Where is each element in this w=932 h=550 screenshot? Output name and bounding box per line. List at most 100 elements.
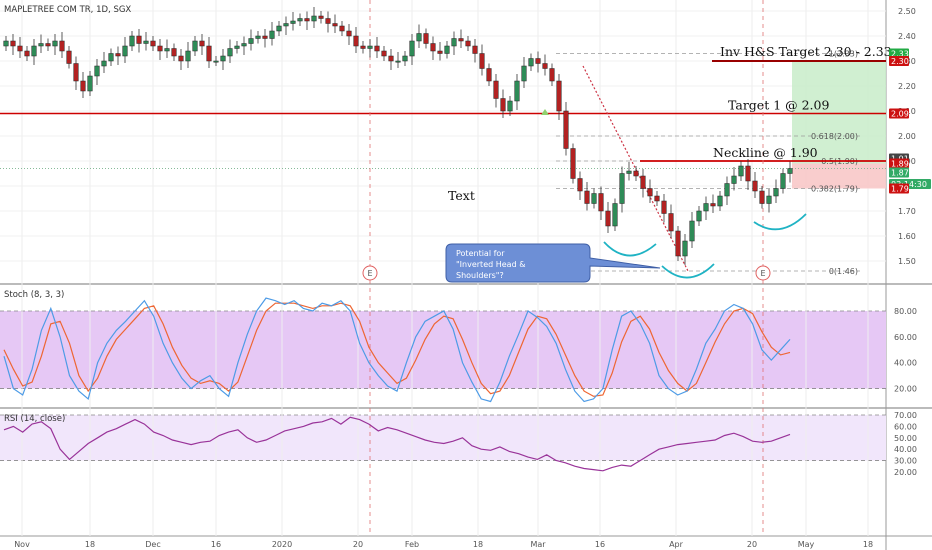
candle-body	[59, 40, 65, 52]
price-tag-text: 1.79	[891, 185, 909, 194]
candle-body	[787, 168, 793, 174]
callout-box: Potential for "Inverted Head & Shoulders"?	[445, 243, 661, 283]
annotation-inv-hs-target: Inv H&S Target 2.30 - 2.33	[720, 44, 892, 59]
candle-body	[472, 45, 478, 54]
head-arc	[661, 263, 715, 279]
candle-body	[374, 45, 380, 52]
candle-body	[731, 175, 737, 184]
price-tick-label: 2.40	[898, 32, 916, 41]
candle-body	[759, 190, 765, 204]
stoch-k-line	[3, 297, 791, 403]
time-tick-label: 18	[863, 540, 873, 549]
candle-body	[311, 15, 317, 22]
candle-body	[150, 40, 156, 47]
stoch-pane-title: Stoch (8, 3, 3)	[4, 290, 64, 300]
candle-body	[710, 203, 716, 207]
candle-body	[234, 45, 240, 49]
candle-body	[626, 170, 632, 174]
candle-body	[66, 50, 72, 64]
right-shoulder-arc	[753, 213, 807, 231]
candle-body	[143, 40, 149, 44]
candle-body	[745, 165, 751, 182]
price-tick-label: 2.00	[898, 132, 916, 141]
price-tag-bg	[889, 183, 909, 194]
candle-body	[381, 50, 387, 57]
time-tick-label: 16	[211, 540, 221, 549]
rsi-tick-label: 30.00	[894, 457, 917, 466]
candle-body	[717, 195, 723, 207]
price-tick-label: 1.70	[898, 207, 916, 216]
candle-body	[367, 45, 373, 49]
candle-body	[521, 65, 527, 82]
candle-body	[654, 195, 660, 202]
candle-body	[115, 53, 121, 57]
time-tick-label: Dec	[145, 540, 160, 549]
candle-body	[38, 43, 44, 47]
candle-body	[556, 80, 562, 112]
main-pane-title: MAPLETREE COM TR, 1D, SGX	[4, 5, 131, 15]
candlestick-series	[3, 7, 793, 265]
stoch-tick-label: 20.00	[894, 385, 917, 394]
candle-body	[52, 40, 58, 47]
candle-body	[325, 18, 331, 24]
candle-body	[605, 210, 611, 227]
candle-body	[493, 80, 499, 99]
price-tag: 1.89	[889, 158, 909, 169]
candle-body	[738, 165, 744, 177]
stoch-tick-label: 80.00	[894, 307, 917, 316]
candle-body	[136, 35, 142, 44]
event-marker[interactable]: E	[362, 265, 378, 281]
candle-body	[430, 43, 436, 52]
time-tick-label: 20	[747, 540, 757, 549]
price-tick-label: 2.20	[898, 82, 916, 91]
stoch-band	[0, 311, 886, 389]
rsi-line	[3, 416, 791, 472]
event-circle[interactable]	[362, 265, 378, 281]
event-marker[interactable]: E	[755, 265, 771, 281]
rsi-tick-label: 20.00	[894, 468, 917, 477]
candle-body	[479, 53, 485, 69]
candle-body	[675, 230, 681, 257]
event-circle[interactable]	[755, 265, 771, 281]
candle-body	[45, 43, 51, 47]
annotation-target-1: Target 1 @ 2.09	[728, 98, 829, 113]
candle-body	[297, 18, 303, 22]
time-tick-label: Nov	[14, 540, 30, 549]
candle-body	[514, 80, 520, 102]
candle-body	[248, 38, 254, 44]
candle-body	[199, 40, 205, 47]
candle-body	[220, 55, 226, 62]
candle-body	[416, 33, 422, 42]
price-tag-bg	[889, 167, 909, 178]
candle-body	[773, 188, 779, 197]
price-tag-text: 2.09	[891, 110, 909, 119]
time-tick-label: 2020	[272, 540, 292, 549]
candle-body	[423, 33, 429, 44]
candle-body	[535, 58, 541, 64]
candle-body	[339, 25, 345, 32]
candle-body	[465, 40, 471, 47]
callout-shape	[445, 243, 661, 283]
candle-body	[108, 53, 114, 62]
candle-body	[437, 50, 443, 54]
annotation-text: Text	[448, 188, 475, 203]
candle-body	[290, 20, 296, 24]
rsi-pane-title: RSI (14, close)	[4, 414, 65, 424]
time-tick-label: 18	[85, 540, 95, 549]
candle-body	[577, 178, 583, 192]
stop-zone-box	[792, 163, 886, 189]
candle-body	[570, 148, 576, 179]
candle-body	[640, 175, 646, 189]
candle-body	[10, 40, 16, 47]
candle-body	[241, 43, 247, 47]
fib-level-label: 0.382(1.79)	[811, 185, 858, 194]
time-tick-label: Feb	[405, 540, 419, 549]
candle-body	[549, 68, 555, 82]
time-tick-label: Mar	[530, 540, 546, 549]
candle-body	[598, 193, 604, 212]
candle-body	[164, 48, 170, 52]
price-tag-bg	[889, 108, 909, 119]
candle-body	[633, 170, 639, 177]
candle-body	[353, 35, 359, 47]
